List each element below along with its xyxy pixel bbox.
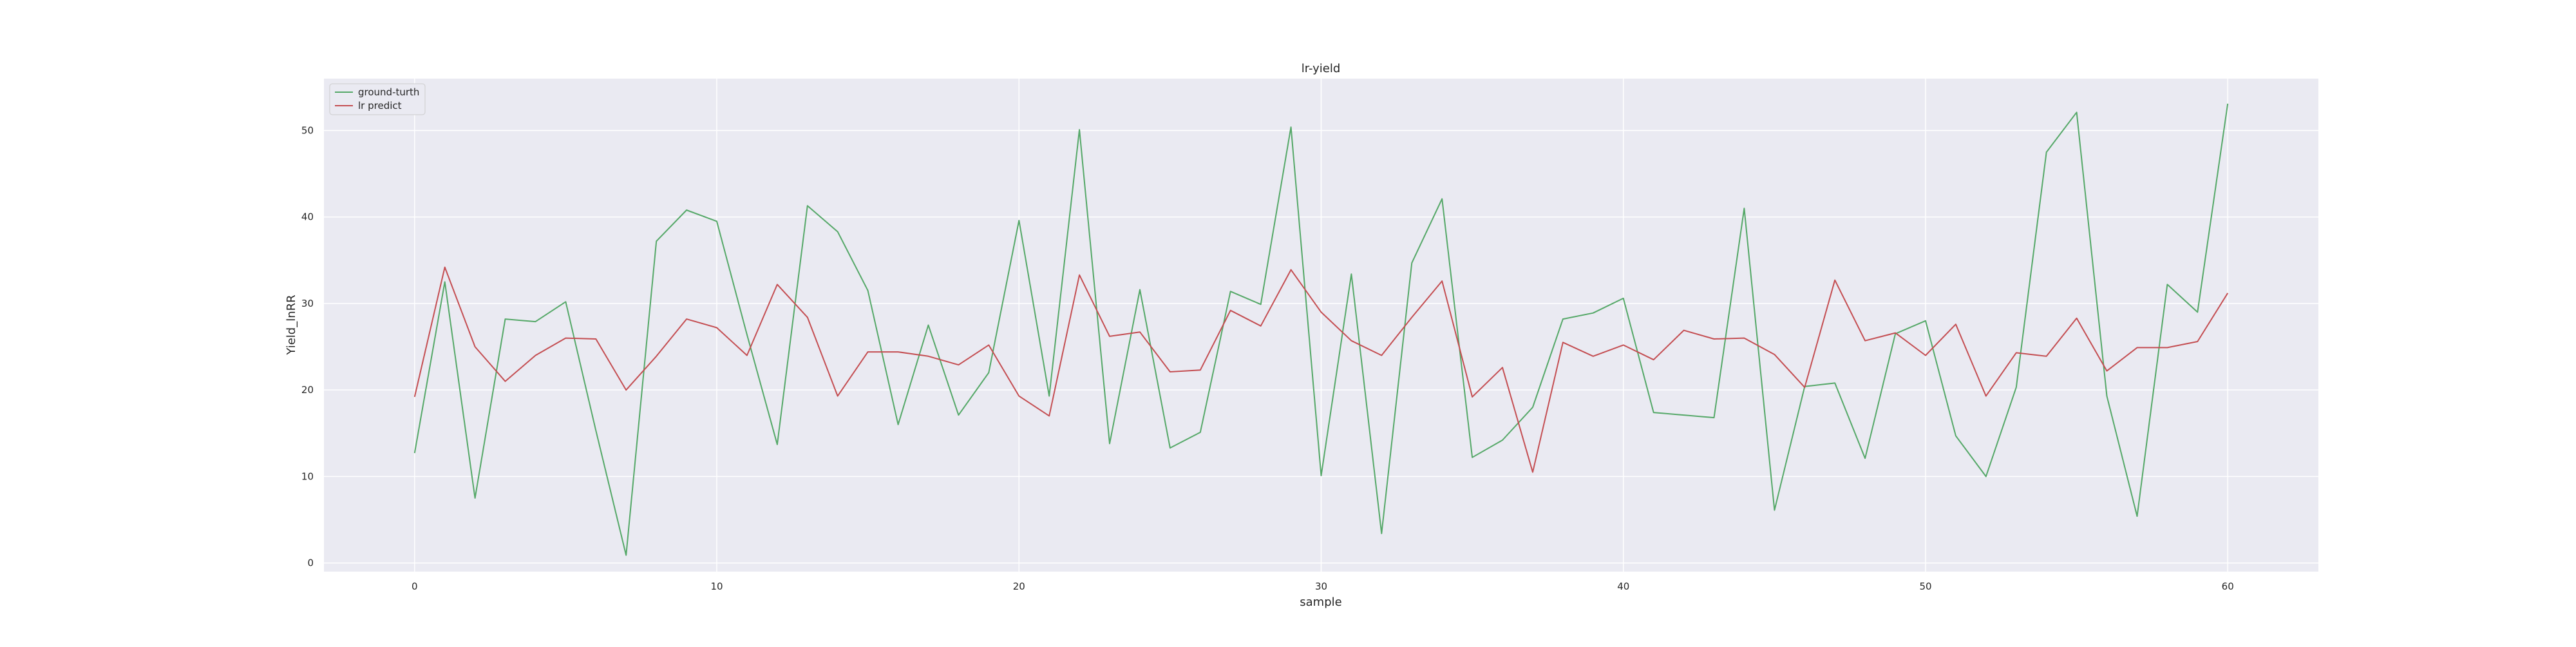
y-tick-label: 50 [301, 125, 314, 137]
x-tick-label: 40 [1617, 581, 1629, 592]
legend-label-ground-turth: ground-turth [358, 86, 419, 98]
x-tick-label: 20 [1013, 581, 1025, 592]
series-layer [413, 103, 2229, 556]
x-tick-label: 50 [1919, 581, 1931, 592]
series-line-lr-predict [413, 266, 2229, 473]
tick-layer: 0 10 20 30 40 50 60 0 10 20 30 40 50 [301, 125, 2234, 592]
y-axis-label: Yield_lnRR [285, 295, 298, 355]
y-tick-label: 10 [301, 470, 314, 482]
legend: ground-turth lr predict [329, 83, 426, 115]
y-tick-label: 20 [301, 384, 314, 396]
x-tick-label: 10 [710, 581, 723, 592]
legend-label-lr-predict: lr predict [358, 100, 402, 111]
series-line-ground-turth [413, 103, 2229, 556]
x-tick-label: 0 [412, 581, 418, 592]
legend-box [329, 83, 426, 115]
x-tick-label: 30 [1315, 581, 1327, 592]
y-tick-label: 0 [307, 557, 314, 569]
grid-layer [324, 79, 2318, 572]
x-axis-label: sample [1300, 595, 1341, 609]
y-tick-label: 30 [301, 298, 314, 309]
chart-title: lr-yield [1302, 62, 1341, 75]
x-tick-label: 60 [2222, 581, 2234, 592]
y-tick-label: 40 [301, 211, 314, 223]
